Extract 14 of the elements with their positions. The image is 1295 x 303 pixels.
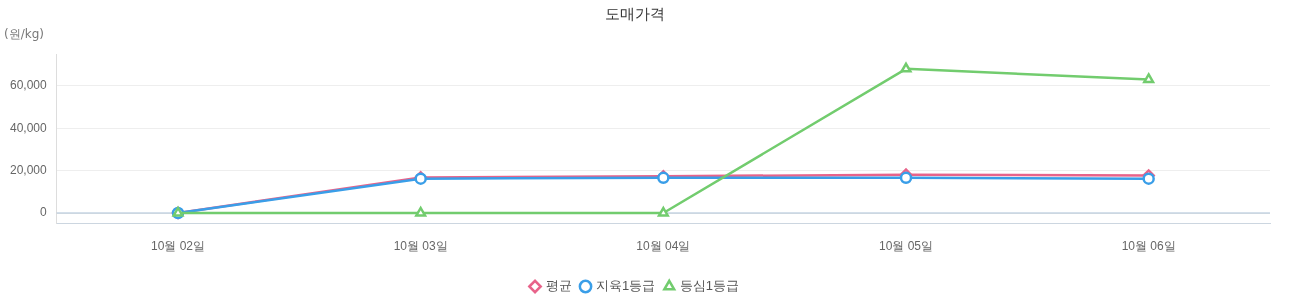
chart-title: 도매가격 (605, 5, 665, 23)
y-tick-label: 40,000 (10, 120, 48, 135)
y-tick-label: 60,000 (10, 78, 48, 93)
x-tick-label: 10월 05일 (879, 239, 934, 254)
legend-label: 평균 (545, 278, 572, 294)
legend-label: 등심1등급 (679, 278, 739, 294)
y-tick-label: 0 (40, 205, 48, 220)
x-tick-label: 10월 04일 (636, 239, 691, 254)
y-tick-label: 20,000 (10, 162, 48, 177)
y-axis-title: (원/kg) (4, 27, 44, 42)
legend-label: 지육1등급 (596, 278, 656, 294)
x-tick-label: 10월 02일 (151, 239, 206, 254)
x-tick-label: 10월 03일 (393, 239, 448, 254)
x-tick-label: 10월 06일 (1121, 239, 1176, 254)
